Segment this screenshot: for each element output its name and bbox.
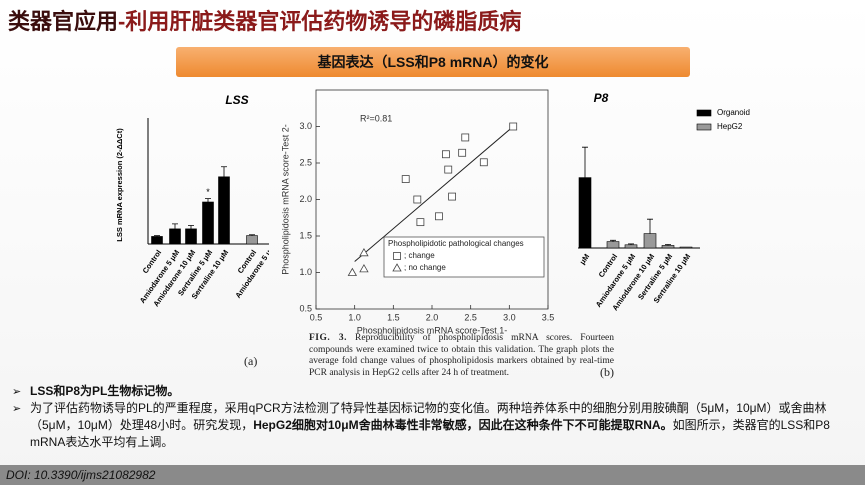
caption-label: FIG. 3. xyxy=(309,333,347,343)
x-tick-label: 3.5 xyxy=(542,312,555,322)
point xyxy=(359,247,369,257)
error-bar xyxy=(249,234,255,236)
x-tick-label: 0.5 xyxy=(310,312,323,322)
legend-box xyxy=(383,236,545,278)
bar xyxy=(661,245,675,249)
legend-label: Organoid xyxy=(717,108,750,117)
chart-title: LSS xyxy=(225,93,248,107)
error-bar xyxy=(154,235,160,237)
x-tick-label: 2.0 xyxy=(426,312,439,322)
point xyxy=(435,212,443,221)
error-bar xyxy=(610,239,616,242)
legend-label: ; no change xyxy=(404,263,446,272)
bar xyxy=(679,246,693,249)
y-tick-label: 2.0 xyxy=(299,194,312,204)
point xyxy=(461,133,470,142)
bar xyxy=(643,233,657,249)
error-bar xyxy=(628,243,634,245)
error-bar xyxy=(221,166,227,177)
footer: DOI: 10.3390/ijms21082982 xyxy=(0,465,865,485)
error-bar xyxy=(665,244,671,246)
fit-line xyxy=(354,126,514,262)
error-bar xyxy=(172,223,178,229)
bar xyxy=(578,177,592,249)
point xyxy=(416,218,425,227)
bar xyxy=(218,176,230,245)
point xyxy=(448,192,457,201)
error-bar xyxy=(647,218,653,234)
annotation: R²=0.81 xyxy=(360,113,392,123)
bar xyxy=(169,228,181,245)
panel-label: (a) xyxy=(244,354,258,368)
bar xyxy=(151,236,163,245)
chart-title: P8 xyxy=(594,91,609,105)
point xyxy=(359,264,369,273)
y-tick-label: 0.5 xyxy=(299,303,312,313)
bullet-list: LSS和P8为PL生物标记物。为了评估药物诱导的PL的严重程度，采用qPCR方法… xyxy=(10,383,855,451)
error-bar xyxy=(205,198,211,202)
x-tick-label: 1.0 xyxy=(348,312,361,322)
legend-label: HepG2 xyxy=(717,122,743,131)
bullet: LSS和P8为PL生物标记物。 xyxy=(10,383,855,400)
y-tick-label: 1.0 xyxy=(299,267,312,277)
y-tick-label: 3.0 xyxy=(299,121,312,131)
x-tick-label: 3.0 xyxy=(503,312,516,322)
bullet-text: HepG2细胞对10μM舍曲林毒性非常敏感，因此在这种条件下不可能提取RNA。 xyxy=(253,418,673,432)
figure-caption: FIG. 3. Reproducibility of phospholipido… xyxy=(309,333,614,379)
point xyxy=(442,150,450,159)
y-tick-label: 2.5 xyxy=(299,157,312,167)
error-bar xyxy=(188,225,194,229)
slide-title: 类器官应用-利用肝脏类器官评估药物诱导的磷脂质病 xyxy=(8,4,521,36)
bar xyxy=(202,201,214,245)
legend-swatch xyxy=(696,123,712,131)
x-tick-label: 2.5 xyxy=(464,312,477,322)
title-rest: -利用肝脏类器官评估药物诱导的磷脂质病 xyxy=(118,9,522,34)
point xyxy=(458,148,467,157)
bar xyxy=(606,241,620,249)
point xyxy=(509,122,518,131)
error-bar xyxy=(582,146,588,178)
legend-swatch xyxy=(393,252,401,260)
title-lead: 类器官应用 xyxy=(8,9,119,34)
point xyxy=(413,195,422,204)
bullet-text: 如图所示，类器官的LSS和P8 mRNA表达水平均有上调。 xyxy=(30,418,830,449)
legend-label: ; change xyxy=(404,251,435,260)
bar xyxy=(185,228,197,245)
bullet-text: LSS和P8为PL生物标记物。 xyxy=(30,384,180,398)
x-tick-label: μM xyxy=(578,252,592,266)
y-axis-label: LSS mRNA expression (2-ΔΔCt) xyxy=(115,128,124,242)
legend-title: Phospholipidotic pathological changes xyxy=(388,239,524,248)
bar xyxy=(624,244,638,249)
y-axis-label: Phospholipidosis mRNA score-Test 2- xyxy=(280,124,290,275)
charts: LSS LSS mRNA expression (2-ΔΔCt) ControlAm… xyxy=(115,89,750,335)
banner: 基因表达（LSS和P8 mRNA）的变化 xyxy=(176,47,690,77)
y-tick-label: 1.5 xyxy=(299,230,312,240)
point xyxy=(347,267,358,276)
point xyxy=(401,175,410,183)
x-tick-label: 1.5 xyxy=(387,312,400,322)
annotation: * xyxy=(206,187,210,197)
bullet: 为了评估药物诱导的PL的严重程度，采用qPCR方法检测了特异性基因标记物的变化值… xyxy=(10,400,855,451)
caption-text: Reproducibility of phospholipidosis mRNA… xyxy=(309,333,615,378)
bar xyxy=(246,235,258,245)
point xyxy=(479,158,488,167)
point xyxy=(444,165,453,174)
legend-swatch xyxy=(696,109,712,117)
panel-label: (b) xyxy=(600,365,614,379)
legend-swatch xyxy=(392,263,402,272)
bullet-text: 为了评估药物诱导的PL的严重程度，采用qPCR方法检测了特异性基因标记物的变化值… xyxy=(30,401,827,432)
x-axis-label: Phospholipidosis mRNA score-Test 1- xyxy=(357,325,508,335)
